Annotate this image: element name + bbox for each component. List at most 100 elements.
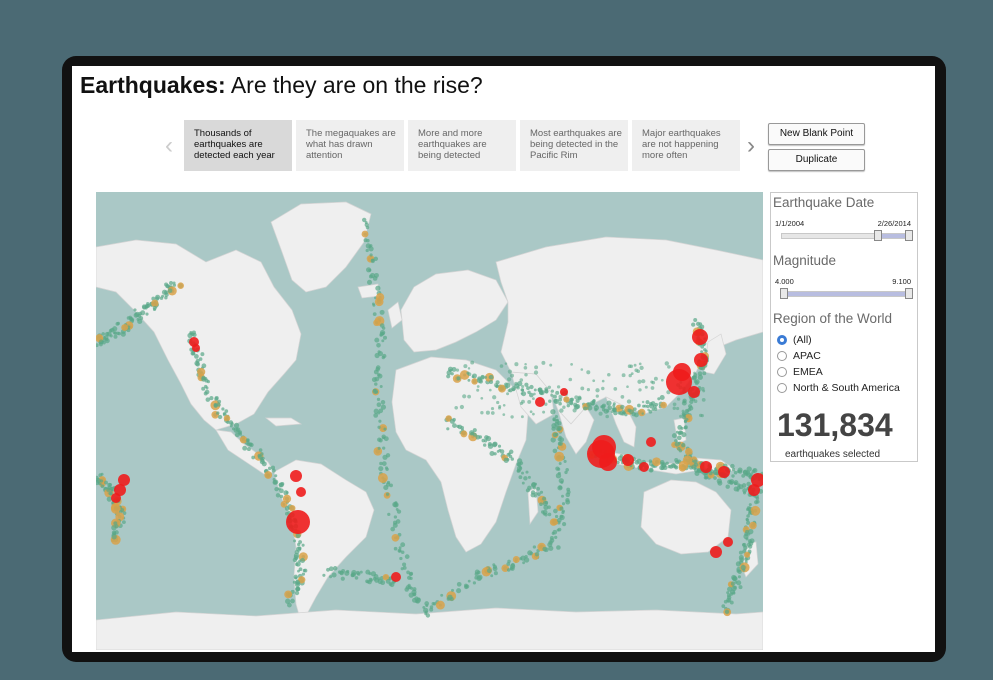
small-quake-marker[interactable]	[480, 411, 484, 415]
small-quake-marker[interactable]	[519, 401, 523, 405]
date-end-handle[interactable]	[905, 230, 913, 241]
small-quake-marker[interactable]	[497, 444, 502, 448]
small-quake-marker[interactable]	[339, 570, 344, 575]
small-quake-marker[interactable]	[152, 307, 157, 312]
small-quake-marker[interactable]	[381, 355, 386, 360]
medium-quake-marker[interactable]	[151, 299, 159, 308]
small-quake-marker[interactable]	[302, 568, 306, 573]
small-quake-marker[interactable]	[683, 426, 687, 430]
small-quake-marker[interactable]	[251, 455, 256, 460]
small-quake-marker[interactable]	[230, 422, 234, 426]
small-quake-marker[interactable]	[379, 461, 383, 466]
small-quake-marker[interactable]	[524, 555, 528, 559]
small-quake-marker[interactable]	[456, 581, 462, 587]
small-quake-marker[interactable]	[424, 601, 430, 606]
region-option-all[interactable]: (All)	[777, 334, 812, 348]
small-quake-marker[interactable]	[493, 383, 499, 388]
small-quake-marker[interactable]	[555, 432, 559, 436]
small-quake-marker[interactable]	[675, 430, 679, 434]
large-quake-marker[interactable]	[192, 344, 200, 352]
small-quake-marker[interactable]	[694, 379, 700, 385]
small-quake-marker[interactable]	[622, 411, 626, 415]
small-quake-marker[interactable]	[583, 406, 588, 411]
small-quake-marker[interactable]	[454, 406, 458, 410]
small-quake-marker[interactable]	[645, 400, 650, 405]
large-quake-marker[interactable]	[118, 474, 130, 486]
radio-icon[interactable]	[777, 367, 787, 377]
small-quake-marker[interactable]	[641, 400, 645, 404]
small-quake-marker[interactable]	[580, 386, 585, 391]
small-quake-marker[interactable]	[549, 538, 555, 543]
region-option-emea[interactable]: EMEA	[777, 366, 823, 380]
medium-quake-marker[interactable]	[177, 282, 184, 289]
medium-quake-marker[interactable]	[660, 401, 667, 409]
medium-quake-marker[interactable]	[197, 367, 206, 376]
small-quake-marker[interactable]	[470, 360, 475, 365]
small-quake-marker[interactable]	[485, 435, 492, 442]
small-quake-marker[interactable]	[558, 435, 562, 439]
small-quake-marker[interactable]	[505, 386, 509, 389]
small-quake-marker[interactable]	[636, 458, 642, 464]
small-quake-marker[interactable]	[476, 385, 480, 388]
large-quake-marker[interactable]	[290, 470, 302, 482]
small-quake-marker[interactable]	[187, 332, 193, 339]
small-quake-marker[interactable]	[496, 400, 500, 405]
small-quake-marker[interactable]	[539, 502, 543, 507]
small-quake-marker[interactable]	[295, 533, 301, 539]
small-quake-marker[interactable]	[595, 404, 598, 407]
small-quake-marker[interactable]	[734, 580, 738, 584]
small-quake-marker[interactable]	[365, 225, 370, 230]
magnitude-start-handle[interactable]	[780, 288, 788, 299]
small-quake-marker[interactable]	[729, 479, 735, 485]
small-quake-marker[interactable]	[106, 487, 111, 492]
small-quake-marker[interactable]	[721, 604, 726, 608]
medium-quake-marker[interactable]	[744, 551, 751, 558]
small-quake-marker[interactable]	[300, 558, 306, 563]
small-quake-marker[interactable]	[573, 402, 578, 407]
small-quake-marker[interactable]	[292, 557, 298, 563]
small-quake-marker[interactable]	[402, 562, 407, 567]
small-quake-marker[interactable]	[121, 520, 126, 525]
small-quake-marker[interactable]	[532, 412, 535, 416]
small-quake-marker[interactable]	[111, 534, 117, 540]
small-quake-marker[interactable]	[424, 612, 428, 616]
small-quake-marker[interactable]	[383, 427, 387, 431]
small-quake-marker[interactable]	[547, 505, 551, 509]
small-quake-marker[interactable]	[485, 410, 490, 415]
small-quake-marker[interactable]	[647, 408, 650, 412]
small-quake-marker[interactable]	[527, 475, 531, 479]
small-quake-marker[interactable]	[329, 575, 333, 579]
small-quake-marker[interactable]	[531, 397, 535, 401]
small-quake-marker[interactable]	[380, 399, 386, 405]
small-quake-marker[interactable]	[378, 466, 384, 472]
small-quake-marker[interactable]	[222, 412, 226, 416]
new-blank-point-button[interactable]: New Blank Point	[768, 123, 865, 145]
large-quake-marker[interactable]	[111, 493, 121, 503]
small-quake-marker[interactable]	[204, 378, 209, 383]
small-quake-marker[interactable]	[648, 467, 654, 473]
small-quake-marker[interactable]	[521, 388, 525, 392]
small-quake-marker[interactable]	[568, 377, 573, 382]
small-quake-marker[interactable]	[606, 409, 610, 413]
small-quake-marker[interactable]	[488, 379, 494, 385]
region-option-apac[interactable]: APAC	[777, 350, 821, 364]
small-quake-marker[interactable]	[566, 403, 571, 408]
small-quake-marker[interactable]	[650, 401, 656, 406]
small-quake-marker[interactable]	[463, 364, 468, 369]
small-quake-marker[interactable]	[499, 364, 504, 368]
small-quake-marker[interactable]	[169, 281, 173, 285]
small-quake-marker[interactable]	[216, 402, 221, 407]
small-quake-marker[interactable]	[510, 457, 514, 461]
small-quake-marker[interactable]	[595, 388, 600, 393]
small-quake-marker[interactable]	[134, 311, 140, 317]
small-quake-marker[interactable]	[665, 461, 669, 465]
small-quake-marker[interactable]	[383, 436, 389, 442]
small-quake-marker[interactable]	[660, 378, 664, 382]
medium-quake-marker[interactable]	[554, 451, 565, 462]
small-quake-marker[interactable]	[664, 361, 669, 366]
small-quake-marker[interactable]	[514, 381, 518, 386]
small-quake-marker[interactable]	[553, 508, 558, 514]
small-quake-marker[interactable]	[557, 421, 562, 426]
small-quake-marker[interactable]	[502, 403, 506, 407]
small-quake-marker[interactable]	[452, 423, 457, 428]
